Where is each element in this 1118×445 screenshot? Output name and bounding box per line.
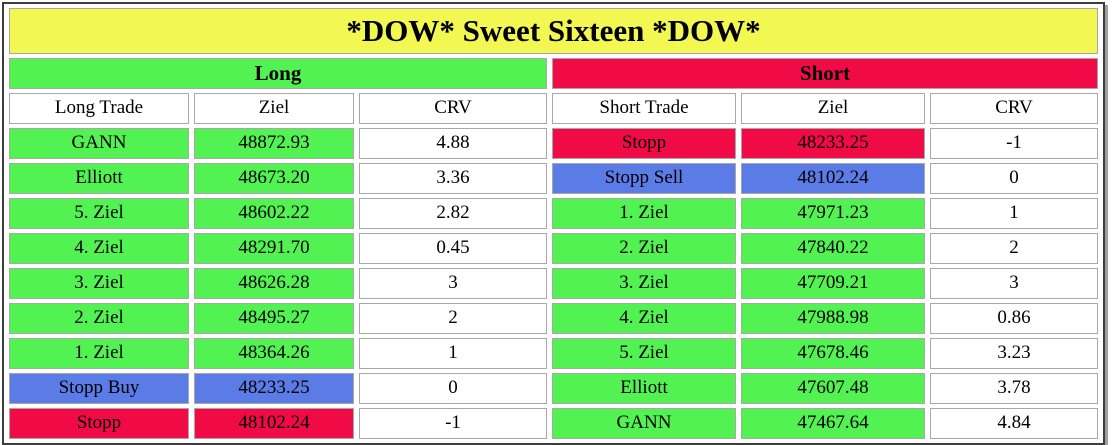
long-ziel-cell: 48102.24 [194,408,354,439]
short-trade-cell: Elliott [552,373,736,404]
short-trade-cell: 1. Ziel [552,198,736,229]
short-ziel-cell: 47971.23 [741,198,925,229]
short-trade-cell: 4. Ziel [552,303,736,334]
table-row: 3. Ziel 48626.28 3 3. Ziel 47709.21 3 [9,268,1098,299]
short-crv-cell: 3.23 [930,338,1098,369]
table-row: Stopp Buy 48233.25 0 Elliott 47607.48 3.78 [9,373,1098,404]
long-crv-cell: 0 [359,373,547,404]
column-header-long-ziel: Ziel [194,93,354,124]
short-trade-cell: 3. Ziel [552,268,736,299]
section-header-short: Short [552,58,1098,89]
section-header-long: Long [9,58,547,89]
long-trade-cell: 4. Ziel [9,233,189,264]
column-header-short-trade: Short Trade [552,93,736,124]
long-ziel-cell: 48233.25 [194,373,354,404]
long-ziel-cell: 48872.93 [194,128,354,159]
short-ziel-cell: 48102.24 [741,163,925,194]
long-ziel-cell: 48673.20 [194,163,354,194]
column-header-short-ziel: Ziel [741,93,925,124]
short-crv-cell: 4.84 [930,408,1098,439]
table-row: GANN 48872.93 4.88 Stopp 48233.25 -1 [9,128,1098,159]
long-ziel-cell: 48626.28 [194,268,354,299]
long-trade-cell: Stopp Buy [9,373,189,404]
short-trade-cell: Stopp [552,128,736,159]
short-crv-cell: 0 [930,163,1098,194]
column-header-row: Long Trade Ziel CRV Short Trade Ziel CRV [9,93,1098,124]
title-row: *DOW* Sweet Sixteen *DOW* [9,8,1098,54]
long-crv-cell: 3 [359,268,547,299]
section-header-row: Long Short [9,58,1098,89]
short-ziel-cell: 47607.48 [741,373,925,404]
table-body: GANN 48872.93 4.88 Stopp 48233.25 -1 Elliott 48… [9,128,1098,439]
table-row: Stopp 48102.24 -1 GANN 47467.64 4.84 [9,408,1098,439]
short-ziel-cell: 48233.25 [741,128,925,159]
long-ziel-cell: 48291.70 [194,233,354,264]
short-ziel-cell: 47709.21 [741,268,925,299]
table-row: 4. Ziel 48291.70 0.45 2. Ziel 47840.22 2 [9,233,1098,264]
long-trade-cell: Stopp [9,408,189,439]
table-row: 2. Ziel 48495.27 2 4. Ziel 47988.98 0.86 [9,303,1098,334]
long-crv-cell: -1 [359,408,547,439]
short-trade-cell: Stopp Sell [552,163,736,194]
short-ziel-cell: 47467.64 [741,408,925,439]
short-crv-cell: 3 [930,268,1098,299]
short-crv-cell: -1 [930,128,1098,159]
long-trade-cell: 3. Ziel [9,268,189,299]
long-crv-cell: 0.45 [359,233,547,264]
short-trade-cell: 2. Ziel [552,233,736,264]
long-crv-cell: 4.88 [359,128,547,159]
short-crv-cell: 1 [930,198,1098,229]
sweet-sixteen-table: *DOW* Sweet Sixteen *DOW* Long Short Lon… [4,4,1103,443]
column-header-long-trade: Long Trade [9,93,189,124]
short-trade-cell: 5. Ziel [552,338,736,369]
short-crv-cell: 3.78 [930,373,1098,404]
long-trade-cell: 2. Ziel [9,303,189,334]
column-header-long-crv: CRV [359,93,547,124]
short-ziel-cell: 47678.46 [741,338,925,369]
long-ziel-cell: 48364.26 [194,338,354,369]
table-row: 1. Ziel 48364.26 1 5. Ziel 47678.46 3.23 [9,338,1098,369]
long-crv-cell: 3.36 [359,163,547,194]
long-trade-cell: Elliott [9,163,189,194]
long-ziel-cell: 48602.22 [194,198,354,229]
short-ziel-cell: 47988.98 [741,303,925,334]
long-crv-cell: 2.82 [359,198,547,229]
long-trade-cell: GANN [9,128,189,159]
long-trade-cell: 5. Ziel [9,198,189,229]
long-crv-cell: 2 [359,303,547,334]
page-title: *DOW* Sweet Sixteen *DOW* [9,8,1098,54]
short-crv-cell: 2 [930,233,1098,264]
short-trade-cell: GANN [552,408,736,439]
column-header-short-crv: CRV [930,93,1098,124]
long-ziel-cell: 48495.27 [194,303,354,334]
short-ziel-cell: 47840.22 [741,233,925,264]
long-trade-cell: 1. Ziel [9,338,189,369]
table-row: 5. Ziel 48602.22 2.82 1. Ziel 47971.23 1 [9,198,1098,229]
table-row: Elliott 48673.20 3.36 Stopp Sell 48102.24 0 [9,163,1098,194]
long-crv-cell: 1 [359,338,547,369]
short-crv-cell: 0.86 [930,303,1098,334]
